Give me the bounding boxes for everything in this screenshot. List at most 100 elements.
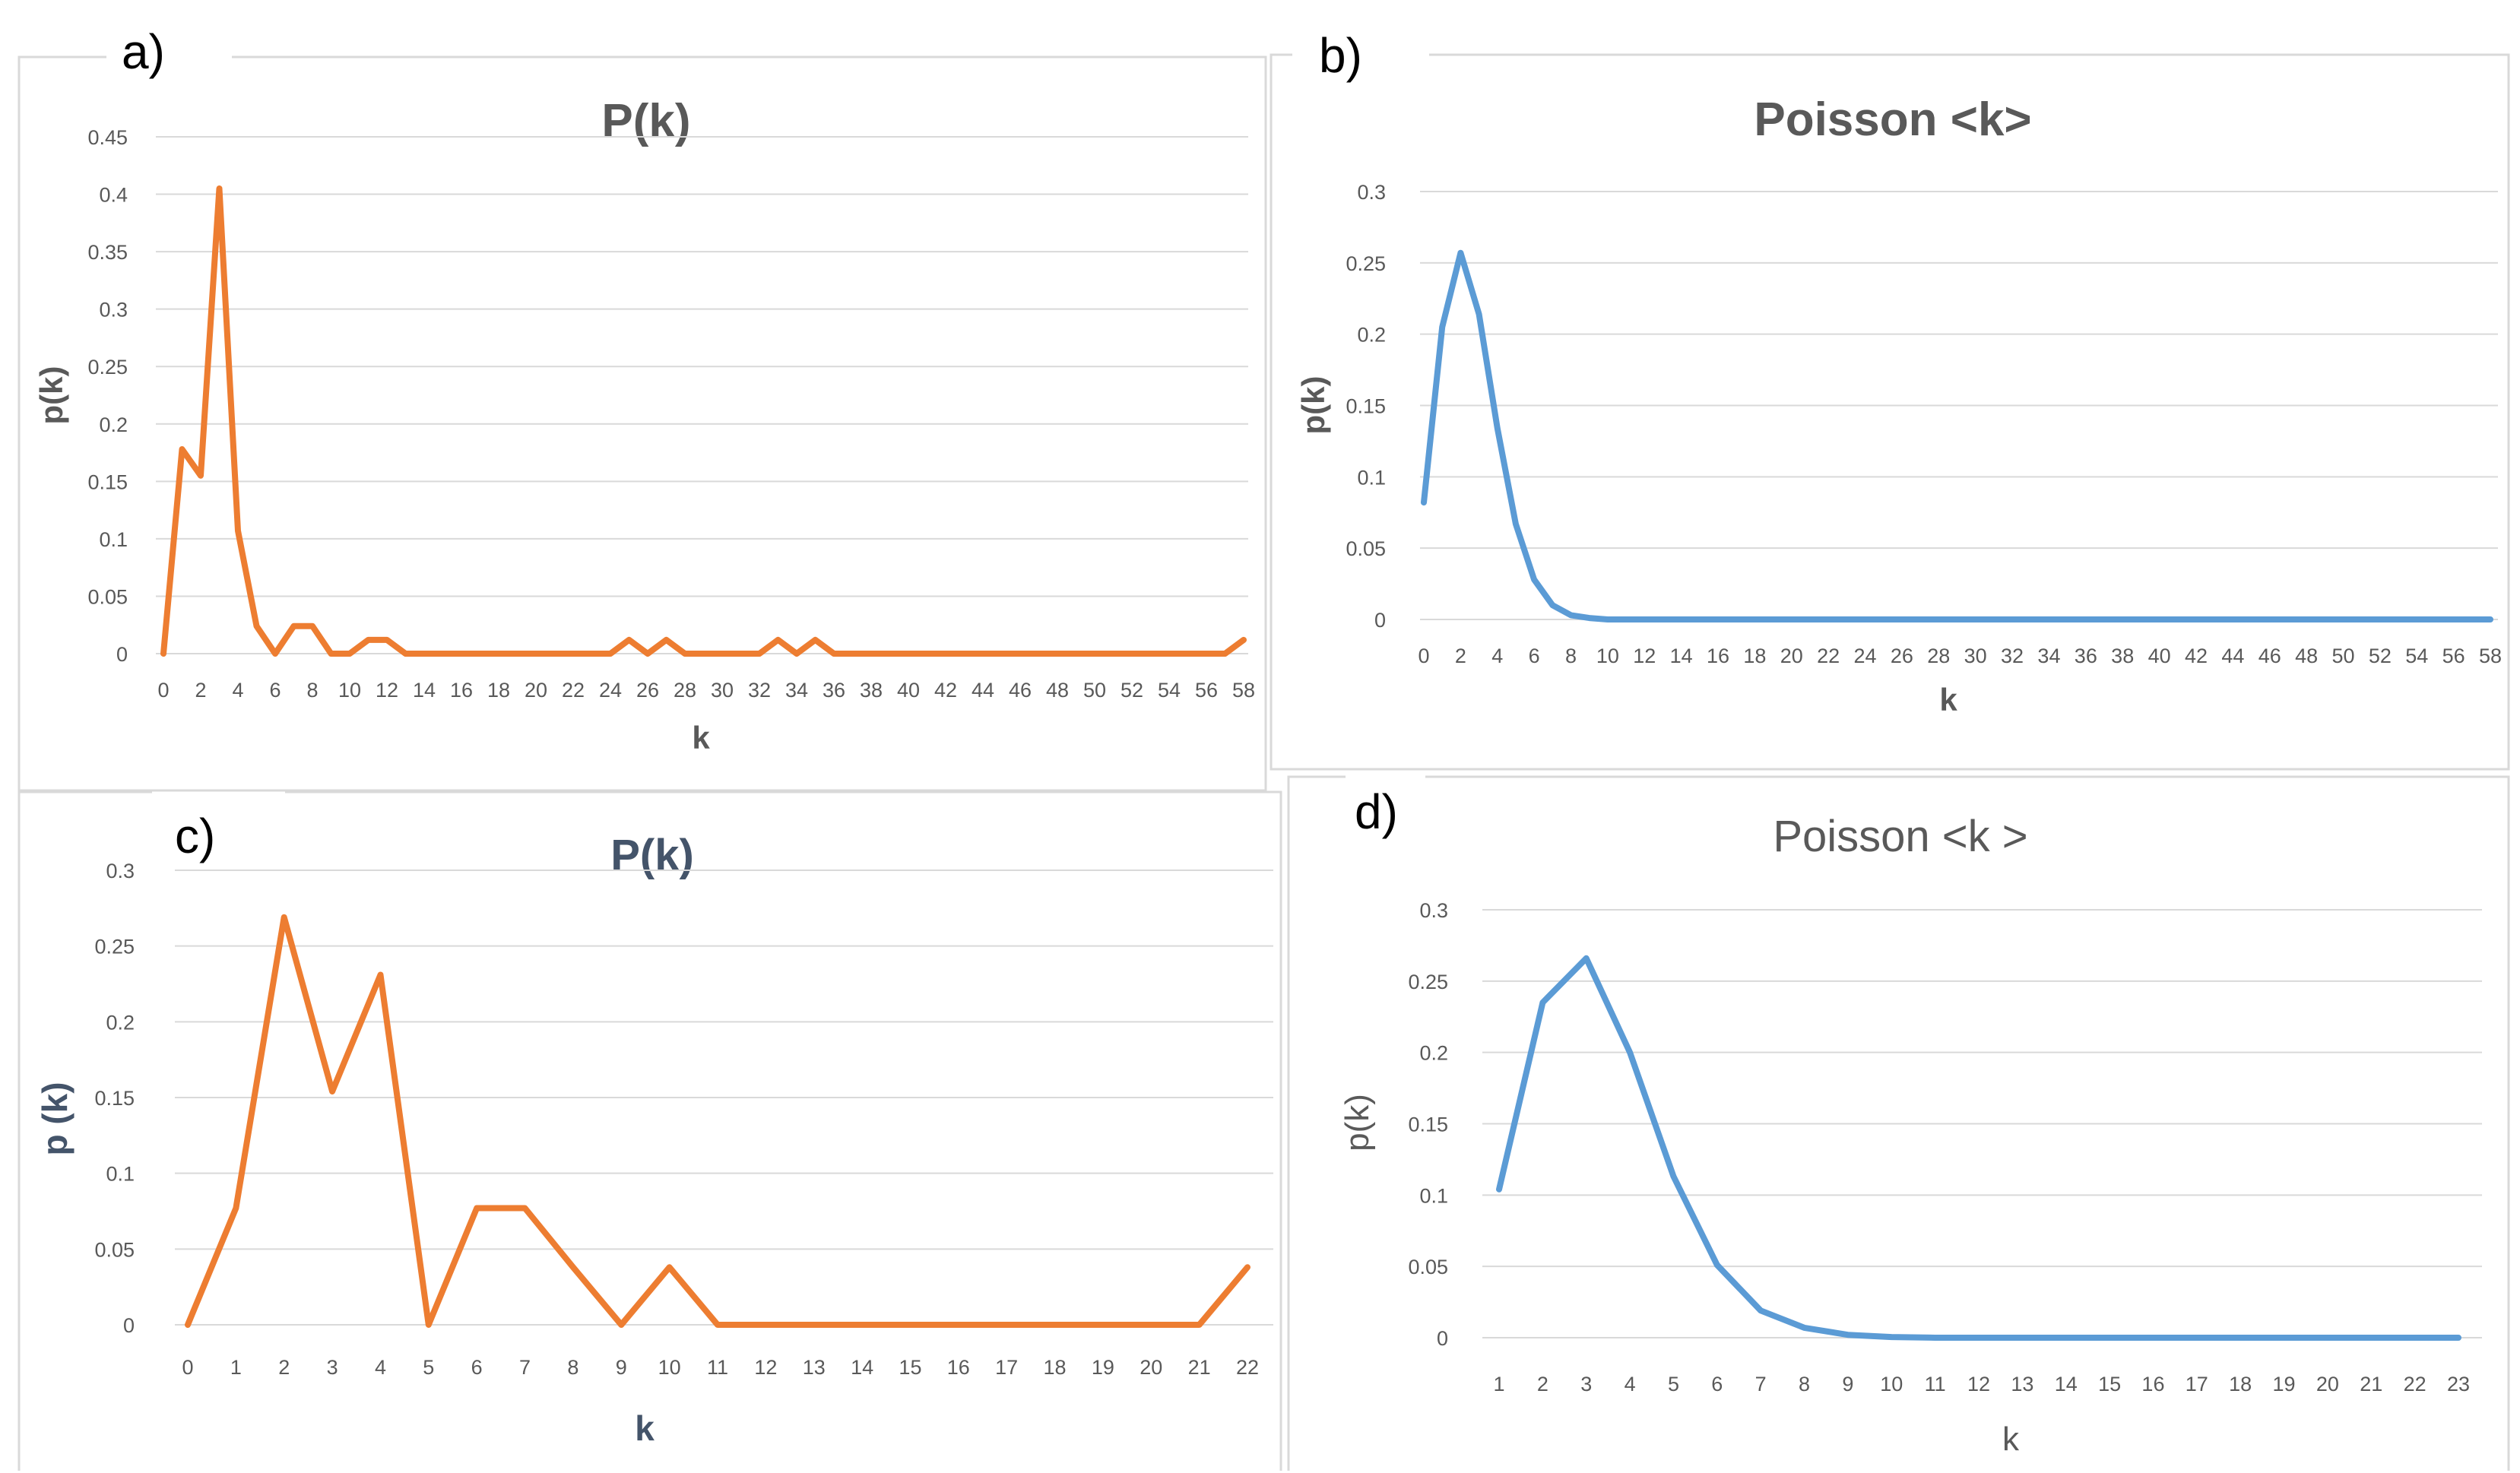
panel-d-series-line [1496, 955, 2461, 1341]
panel-c-x-tick-label: 16 [947, 1356, 970, 1379]
panel-c: c) P(k) k p (k) 0 0.05 0.1 0.15 0.2 0.25 0.3 0… [17, 790, 1282, 1471]
panel-a-y-ticks: 0 0.05 0.1 0.15 0.2 0.25 0.3 0.35 0.4 0.45 [87, 126, 128, 666]
panel-c-x-tick-label: 0 [182, 1356, 193, 1379]
panel-a-y-tick-label: 0.1 [99, 528, 128, 551]
panel-b-x-tick-label: 0 [1418, 645, 1429, 667]
panel-a-series-line [160, 185, 1247, 657]
panel-c-series-line [185, 914, 1250, 1328]
panel-c-gridlines [175, 870, 1273, 1326]
panel-c-x-tick-label: 19 [1092, 1356, 1114, 1379]
panel-c-x-tick-label: 9 [616, 1356, 627, 1379]
panel-b-x-tick-label: 46 [2258, 645, 2281, 667]
panel-c-y-tick-label: 0.15 [94, 1087, 135, 1110]
panel-a-x-axis-label: k [692, 720, 710, 756]
panel-a-x-tick-label: 40 [897, 679, 920, 702]
panel-d-x-tick-label: 23 [2447, 1373, 2470, 1395]
panel-c-x-tick-label: 20 [1140, 1356, 1162, 1379]
panel-c-x-tick-label: 3 [327, 1356, 338, 1379]
panel-a-x-tick-label: 20 [525, 679, 547, 702]
panel-b-x-ticks: 0 2 4 6 8 10 12 14 16 18 20 22 24 26 28 30 32 34 36 38 40 42 4… [1418, 645, 2502, 667]
panel-b-x-tick-label: 40 [2148, 645, 2171, 667]
panel-a-title: P(k) [601, 95, 690, 147]
panel-d-x-tick-label: 14 [2055, 1373, 2078, 1395]
panel-a-x-tick-label: 16 [450, 679, 473, 702]
panel-b-title: Poisson <k> [1754, 93, 2031, 146]
panel-d-y-tick-label: 0.3 [1419, 899, 1448, 922]
panel-d-x-tick-label: 21 [2360, 1373, 2382, 1395]
panel-c-y-ticks: 0 0.05 0.1 0.15 0.2 0.25 0.3 [94, 860, 135, 1337]
panel-b-x-axis-label: k [1939, 682, 1957, 717]
panel-c-x-tick-label: 14 [851, 1356, 873, 1379]
panel-c-letter: c) [175, 809, 215, 863]
panel-a-x-tick-label: 44 [972, 679, 994, 702]
panel-a-x-tick-label: 56 [1195, 679, 1218, 702]
panel-b-x-tick-label: 16 [1707, 645, 1729, 667]
panel-d-y-tick-label: 0.25 [1408, 971, 1448, 993]
panel-b-x-tick-label: 44 [2221, 645, 2244, 667]
panel-d-x-tick-label: 16 [2141, 1373, 2164, 1395]
panel-d-y-tick-label: 0.15 [1408, 1113, 1448, 1136]
panel-d-title: Poisson <k > [1773, 812, 2027, 861]
panel-b-x-tick-label: 20 [1780, 645, 1803, 667]
panel-d-x-tick-label: 3 [1580, 1373, 1592, 1395]
panel-c-y-tick-label: 0.2 [106, 1011, 135, 1034]
panel-a-x-tick-label: 24 [599, 679, 622, 702]
panel-d-x-axis-label: k [2002, 1421, 2020, 1458]
panel-b-x-tick-label: 52 [2369, 645, 2392, 667]
panel-a-x-tick-label: 48 [1046, 679, 1069, 702]
panel-c-y-tick-label: 0 [123, 1314, 135, 1337]
panel-d-x-tick-label: 12 [1967, 1373, 1990, 1395]
panel-c-x-tick-label: 12 [754, 1356, 777, 1379]
panel-b-x-tick-label: 14 [1670, 645, 1693, 667]
panel-d-y-tick-label: 0.2 [1419, 1042, 1448, 1065]
panel-c-x-tick-label: 6 [471, 1356, 483, 1379]
panel-c-x-tick-label: 1 [230, 1356, 242, 1379]
panel-d-x-tick-label: 19 [2273, 1373, 2296, 1395]
panel-a-x-tick-label: 4 [232, 679, 243, 702]
panel-b-x-tick-label: 34 [2037, 645, 2060, 667]
panel-d-y-tick-label: 0 [1437, 1327, 1448, 1350]
panel-d: d) Poisson <k > k p(k) 0 0.05 0.1 0.15 0.2 0.… [1287, 775, 2510, 1471]
panel-c-x-tick-label: 22 [1236, 1356, 1259, 1379]
panel-c-frame [17, 790, 1282, 1471]
panel-a-x-tick-label: 26 [636, 679, 659, 702]
panel-b-x-tick-label: 12 [1633, 645, 1656, 667]
panel-a-x-tick-label: 52 [1121, 679, 1143, 702]
panel-b-x-tick-label: 42 [2185, 645, 2208, 667]
panel-b-y-tick-label: 0.05 [1346, 537, 1386, 560]
panel-a-x-tick-label: 58 [1232, 679, 1255, 702]
panel-d-gridlines [1482, 909, 2482, 1338]
panel-a-x-tick-label: 32 [748, 679, 771, 702]
panel-b-x-tick-label: 8 [1565, 645, 1577, 667]
panel-d-x-tick-label: 11 [1925, 1373, 1946, 1395]
panel-a-x-tick-label: 8 [306, 679, 318, 702]
panel-a-x-tick-label: 34 [785, 679, 808, 702]
panel-c-x-tick-label: 8 [567, 1356, 578, 1379]
panel-d-x-tick-label: 20 [2316, 1373, 2339, 1395]
panel-c-y-tick-label: 0.1 [106, 1163, 135, 1186]
panel-b-x-tick-label: 26 [1891, 645, 1913, 667]
panel-d-x-tick-label: 10 [1880, 1373, 1903, 1395]
panel-a-x-tick-label: 6 [269, 679, 281, 702]
panel-c-x-tick-label: 2 [278, 1356, 290, 1379]
panel-c-x-tick-label: 11 [707, 1356, 728, 1379]
panel-d-x-tick-label: 13 [2011, 1373, 2033, 1395]
panel-b-x-tick-label: 48 [2295, 645, 2318, 667]
panel-a-x-tick-label: 28 [674, 679, 696, 702]
panel-c-x-tick-label: 21 [1188, 1356, 1211, 1379]
panel-a-x-tick-label: 30 [711, 679, 734, 702]
panel-b-x-tick-label: 36 [2075, 645, 2097, 667]
panel-a-y-tick-label: 0.2 [99, 413, 128, 436]
panel-b-y-axis-label: p(k) [1295, 376, 1331, 435]
panel-b-x-tick-label: 38 [2111, 645, 2134, 667]
panel-a-y-tick-label: 0.3 [99, 299, 128, 322]
panel-a-frame [17, 55, 1267, 792]
panel-c-x-tick-label: 10 [658, 1356, 681, 1379]
panel-a-x-tick-label: 36 [823, 679, 845, 702]
panel-d-x-tick-label: 1 [1493, 1373, 1504, 1395]
panel-a-y-axis-label: p(k) [33, 366, 69, 425]
panel-b-gridlines [1420, 191, 2498, 620]
panel-d-letter: d) [1355, 784, 1398, 839]
panel-d-x-tick-label: 9 [1842, 1373, 1853, 1395]
